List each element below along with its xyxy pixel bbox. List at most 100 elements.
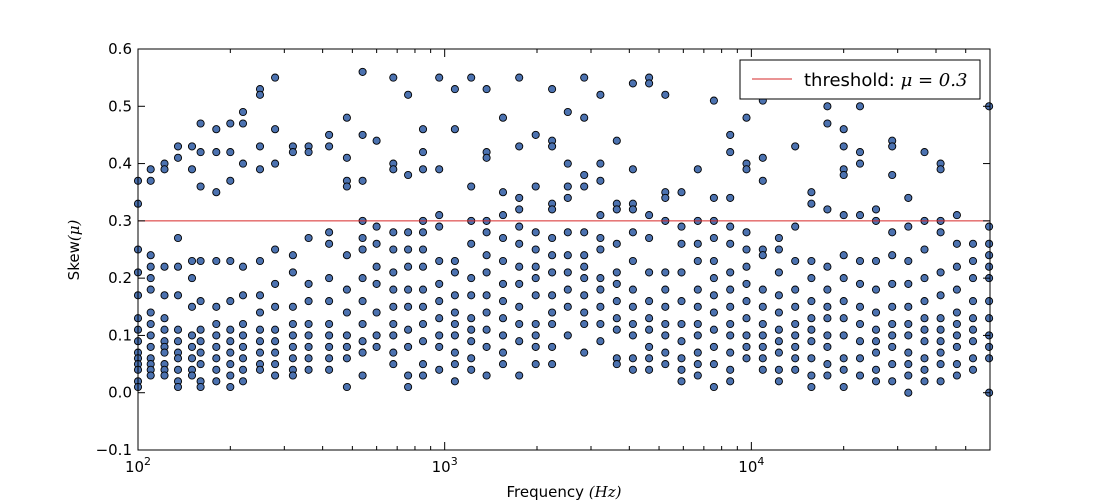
data-point: [936, 325, 945, 334]
data-point: [742, 279, 751, 288]
data-point: [823, 102, 832, 111]
data-point: [450, 377, 459, 386]
data-point: [807, 188, 816, 197]
data-point: [238, 119, 248, 128]
data-point: [985, 342, 994, 351]
data-point: [389, 165, 398, 174]
x-tick-label: 102: [125, 455, 151, 476]
data-point: [358, 371, 367, 380]
data-point: [531, 331, 540, 340]
data-point: [238, 377, 248, 386]
data-point: [807, 337, 816, 346]
data-point: [871, 205, 881, 214]
data-point: [146, 251, 155, 260]
data-point: [791, 354, 800, 363]
data-point: [904, 193, 913, 202]
data-point: [904, 371, 913, 380]
data-point: [677, 297, 686, 306]
data-point: [226, 337, 235, 346]
data-point: [677, 337, 686, 346]
data-point: [515, 239, 524, 248]
data-point: [628, 285, 637, 294]
data-point: [238, 107, 248, 117]
data-point: [612, 279, 621, 288]
data-point: [742, 165, 751, 174]
data-point: [238, 291, 248, 300]
data-point: [531, 262, 540, 271]
legend: threshold: μ = 0.3: [739, 59, 981, 100]
data-point: [628, 205, 637, 214]
data-point: [288, 331, 297, 340]
data-point: [548, 142, 557, 151]
data-point: [580, 262, 589, 271]
data-point: [742, 314, 751, 323]
data-point: [304, 331, 313, 340]
data-point: [791, 319, 800, 329]
data-point: [498, 256, 508, 266]
data-point: [304, 279, 313, 288]
data-point: [515, 319, 524, 329]
data-point: [888, 319, 897, 329]
data-point: [450, 360, 459, 369]
data-point: [709, 274, 718, 283]
data-point: [645, 342, 654, 351]
data-point: [325, 142, 334, 151]
data-point: [645, 268, 654, 277]
data-point: [372, 331, 381, 340]
data-point: [226, 119, 235, 128]
data-point: [677, 188, 686, 197]
data-point: [645, 325, 654, 334]
data-point: [325, 274, 334, 283]
data-point: [212, 256, 221, 266]
data-point: [871, 337, 881, 346]
data-point: [791, 142, 800, 151]
data-point: [418, 337, 428, 346]
data-point: [855, 337, 865, 346]
data-point: [187, 165, 197, 174]
data-point: [482, 251, 491, 260]
data-point: [196, 256, 205, 266]
data-point: [871, 348, 881, 357]
y-tick-label: 0.6: [108, 40, 132, 58]
data-point: [839, 142, 848, 151]
data-point: [160, 348, 169, 357]
data-point: [709, 342, 718, 351]
data-point: [173, 337, 183, 346]
data-point: [693, 319, 702, 329]
data-point: [726, 331, 735, 340]
data-point: [160, 325, 169, 334]
y-axis-ticks: −0.1 0.0 0.1 0.2 0.3 0.4 0.5 0.6: [96, 40, 990, 459]
data-point: [358, 348, 367, 357]
data-point: [515, 302, 524, 311]
data-point: [187, 256, 197, 266]
data-point: [450, 331, 459, 340]
data-point: [548, 233, 557, 243]
data-point: [823, 262, 832, 271]
data-point: [435, 314, 444, 323]
data-point: [342, 251, 351, 260]
data-point: [628, 228, 637, 237]
data-point: [823, 314, 832, 323]
data-point: [389, 302, 398, 311]
data-point: [435, 256, 444, 266]
data-point: [467, 314, 476, 323]
data-point: [693, 348, 702, 357]
data-point: [325, 319, 334, 329]
data-point: [304, 297, 313, 306]
data-point: [467, 291, 476, 300]
data-point: [467, 73, 476, 82]
data-point: [498, 314, 508, 323]
data-point: [450, 85, 459, 94]
data-point: [450, 348, 459, 357]
data-point: [693, 302, 702, 311]
data-point: [515, 73, 524, 82]
data-point: [418, 302, 428, 311]
data-point: [238, 331, 248, 340]
data-point: [645, 79, 654, 88]
data-point: [467, 354, 476, 363]
data-point: [936, 314, 945, 323]
data-point: [389, 245, 398, 254]
data-point: [936, 360, 945, 369]
data-point: [726, 130, 735, 139]
y-tick-label: 0.4: [108, 155, 132, 173]
